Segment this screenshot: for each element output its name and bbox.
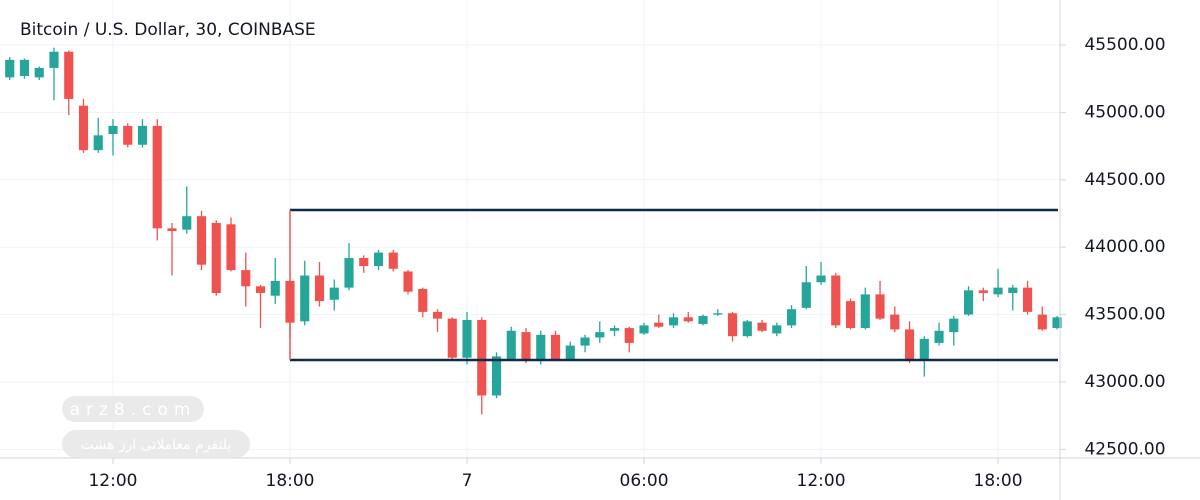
- candle-body: [639, 325, 649, 334]
- watermark-pill: [62, 430, 250, 458]
- candle-body: [34, 67, 44, 78]
- candle-body: [860, 294, 870, 329]
- x-tick-label: 18:00: [974, 471, 1023, 491]
- candle-body: [108, 125, 118, 134]
- candle-body: [78, 105, 89, 151]
- candle-body: [845, 301, 856, 329]
- candle-body: [580, 337, 590, 346]
- candle-body: [182, 216, 192, 230]
- candle-body: [211, 222, 221, 294]
- candle-body: [447, 318, 457, 358]
- candle-body: [698, 315, 708, 325]
- chart-title: Bitcoin / U.S. Dollar, 30, COINBASE: [20, 20, 316, 40]
- candle-body: [1037, 314, 1047, 330]
- candle-body: [93, 135, 103, 151]
- candle-body: [875, 294, 885, 319]
- candle-body: [1052, 317, 1062, 329]
- candle-body: [314, 275, 325, 302]
- candle-body: [713, 313, 723, 315]
- candle-body: [683, 317, 693, 322]
- candle-body: [550, 334, 561, 360]
- candle-body: [609, 328, 620, 331]
- candle-body: [934, 330, 944, 343]
- candle-body: [624, 328, 634, 343]
- candle-body: [418, 288, 428, 312]
- candle-body: [388, 252, 398, 269]
- candle-body: [373, 252, 384, 267]
- candle-body: [963, 290, 974, 315]
- candle-body: [462, 319, 472, 358]
- x-tick-label: 12:00: [88, 471, 137, 491]
- candle-body: [359, 257, 369, 267]
- candle-body: [949, 318, 959, 333]
- candle-body: [344, 257, 354, 288]
- candle-body: [919, 338, 929, 361]
- watermark-pill: [62, 396, 204, 422]
- candle-body: [831, 275, 841, 326]
- candle-body: [816, 275, 826, 283]
- candle-body: [506, 330, 516, 360]
- candle-body: [300, 275, 310, 322]
- candle-body: [978, 290, 988, 294]
- candle-body: [432, 311, 443, 319]
- candle-body: [123, 125, 133, 145]
- grid: [0, 0, 1060, 458]
- candle-body: [226, 224, 236, 271]
- candle-body: [668, 317, 679, 326]
- candle-body: [595, 332, 605, 338]
- candle-body: [521, 332, 531, 360]
- candle-body: [255, 286, 266, 294]
- candle-body: [270, 280, 280, 296]
- candle-body: [654, 322, 664, 327]
- candle-body: [890, 314, 900, 330]
- candle-body: [167, 228, 177, 232]
- watermark-site: arz8.com: [70, 400, 197, 420]
- candle-body: [477, 319, 487, 396]
- candle-body: [329, 287, 339, 300]
- candle-body: [536, 334, 546, 360]
- y-tick-label: 44000.00: [1084, 237, 1165, 257]
- watermark-slogan: پلتفرم معاملاتی ارز هشت: [81, 437, 232, 453]
- candle-body: [904, 329, 915, 360]
- candle-body: [403, 271, 413, 292]
- candle-body: [49, 51, 59, 68]
- candle-body: [993, 287, 1003, 295]
- x-tick-label: 06:00: [620, 471, 669, 491]
- candle-body: [64, 51, 74, 99]
- candle-body: [491, 356, 502, 396]
- candle-body: [137, 125, 148, 145]
- x-tick-label: 7: [462, 471, 473, 491]
- candle-body: [757, 322, 767, 331]
- candle-body: [786, 309, 797, 326]
- y-tick-label: 43500.00: [1084, 305, 1165, 325]
- candle-body: [772, 325, 782, 334]
- y-tick-label: 42500.00: [1084, 439, 1165, 459]
- x-tick-label: 18:00: [266, 471, 315, 491]
- candle-body: [196, 216, 207, 265]
- candle-body: [1022, 287, 1033, 312]
- x-tick-label: 12:00: [797, 471, 846, 491]
- y-tick-label: 45500.00: [1084, 35, 1165, 55]
- y-tick-label: 45000.00: [1084, 102, 1165, 122]
- candle-body: [241, 270, 251, 287]
- y-tick-label: 43000.00: [1084, 372, 1165, 392]
- candle-body: [152, 125, 162, 229]
- candle-body: [19, 59, 30, 77]
- candle-body: [565, 345, 575, 360]
- y-tick-label: 44500.00: [1084, 170, 1165, 190]
- candle-body: [727, 313, 738, 337]
- candle-body: [801, 282, 811, 308]
- candle-body: [1008, 287, 1018, 294]
- candle-body: [742, 321, 752, 337]
- candle-body: [5, 59, 15, 78]
